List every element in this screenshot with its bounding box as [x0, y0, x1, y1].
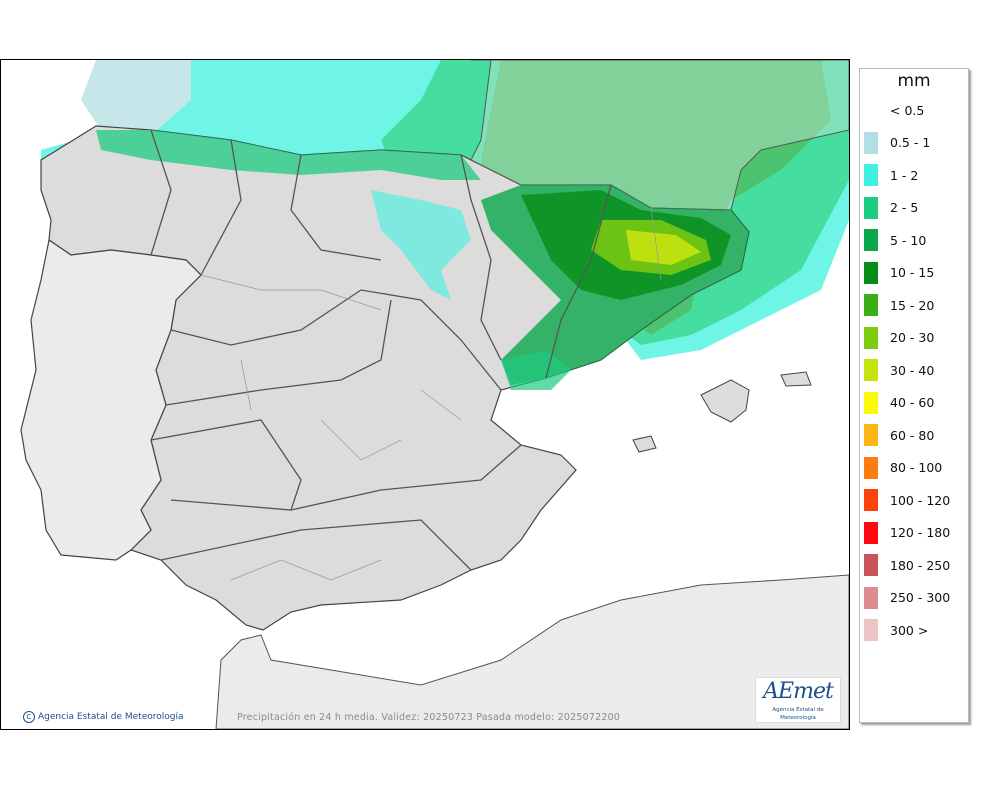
legend-swatch	[864, 586, 878, 609]
legend-item: 100 - 120	[864, 489, 950, 511]
legend-item: 0.5 - 1	[864, 131, 931, 154]
legend-swatch	[864, 131, 878, 154]
province-borders	[200, 207, 662, 581]
legend-swatch	[864, 619, 878, 641]
land-africa	[215, 574, 849, 729]
legend-label: 300 >	[890, 622, 929, 638]
legend-item: 5 - 10	[864, 229, 926, 251]
logo-subtitle: Agencia Estatal de Meteorología	[772, 707, 824, 721]
precip-0.5-1-north	[81, 60, 191, 135]
legend-label: 40 - 60	[890, 395, 935, 410]
legend-label: 100 - 120	[890, 492, 951, 508]
island-ibiza	[632, 435, 657, 453]
legend-label: 1 - 2	[890, 167, 919, 183]
region-borders	[150, 129, 612, 571]
legend-swatch	[864, 99, 878, 121]
legend-swatch	[864, 456, 878, 479]
copyright-icon: C	[23, 711, 35, 723]
land-portugal	[20, 238, 202, 561]
legend-label: 80 - 100	[890, 460, 943, 475]
legend-item: 80 - 100	[864, 456, 943, 479]
aemet-logo: AEmet Agencia Estatal de Meteorología	[755, 677, 841, 723]
legend-label: 30 - 40	[890, 362, 935, 378]
legend: mm < 0.5 0.5 - 1 1 - 2 2 - 5 5 - 10 10 - 15 15…	[859, 68, 969, 723]
legend-swatch	[864, 521, 878, 544]
legend-swatch	[864, 424, 878, 446]
island-mallorca	[700, 379, 750, 423]
legend-label: 180 - 250	[890, 557, 951, 573]
map-canvas	[1, 60, 849, 729]
precip-2-5-valencia	[501, 350, 571, 390]
legend-item: < 0.5	[864, 99, 924, 121]
legend-label: < 0.5	[890, 102, 925, 118]
legend-label: 2 - 5	[890, 200, 919, 215]
legend-swatch	[864, 229, 878, 251]
logo-text: AEmet	[763, 679, 834, 704]
legend-swatch	[864, 489, 878, 511]
legend-unit: mm	[897, 71, 931, 91]
copyright: C Agencia Estatal de Meteorología	[23, 711, 184, 723]
legend-item: 30 - 40	[864, 359, 934, 381]
legend-item: 180 - 250	[864, 554, 950, 576]
legend-swatch	[864, 554, 878, 576]
copyright-text: Agencia Estatal de Meteorología	[38, 712, 184, 722]
legend-label: 15 - 20	[890, 297, 935, 313]
precip-2-5-cantabria	[96, 130, 481, 180]
legend-label: 120 - 180	[890, 525, 951, 540]
legend-swatch	[864, 359, 878, 381]
legend-item: 300 >	[864, 619, 928, 641]
legend-item: 120 - 180	[864, 521, 951, 544]
legend-swatch	[864, 196, 878, 219]
legend-swatch	[864, 391, 878, 414]
legend-swatch	[864, 326, 878, 349]
legend-item: 10 - 15	[864, 261, 935, 284]
legend-swatch	[864, 294, 878, 316]
legend-item: 250 - 300	[864, 586, 951, 609]
legend-item: 15 - 20	[864, 294, 934, 316]
legend-label: 250 - 300	[890, 590, 951, 605]
precipitation-map: C Agencia Estatal de Meteorología Precip…	[0, 59, 850, 730]
legend-label: 20 - 30	[890, 330, 935, 345]
legend-label: 10 - 15	[890, 265, 935, 280]
legend-item: 20 - 30	[864, 326, 935, 349]
legend-label: 60 - 80	[890, 427, 935, 443]
legend-swatch	[864, 164, 878, 186]
legend-item: 1 - 2	[864, 164, 918, 186]
legend-label: 0.5 - 1	[890, 135, 931, 150]
legend-item: 40 - 60	[864, 391, 935, 414]
legend-swatch	[864, 261, 878, 284]
legend-item: 60 - 80	[864, 424, 934, 446]
legend-item: 2 - 5	[864, 196, 919, 219]
precip-1-2-ebro	[371, 190, 471, 300]
precip-30-40-catalonia	[626, 230, 701, 265]
legend-label: 5 - 10	[890, 232, 927, 248]
island-menorca	[780, 371, 812, 387]
map-caption: Precipitación en 24 h media. Validez: 20…	[237, 712, 621, 723]
